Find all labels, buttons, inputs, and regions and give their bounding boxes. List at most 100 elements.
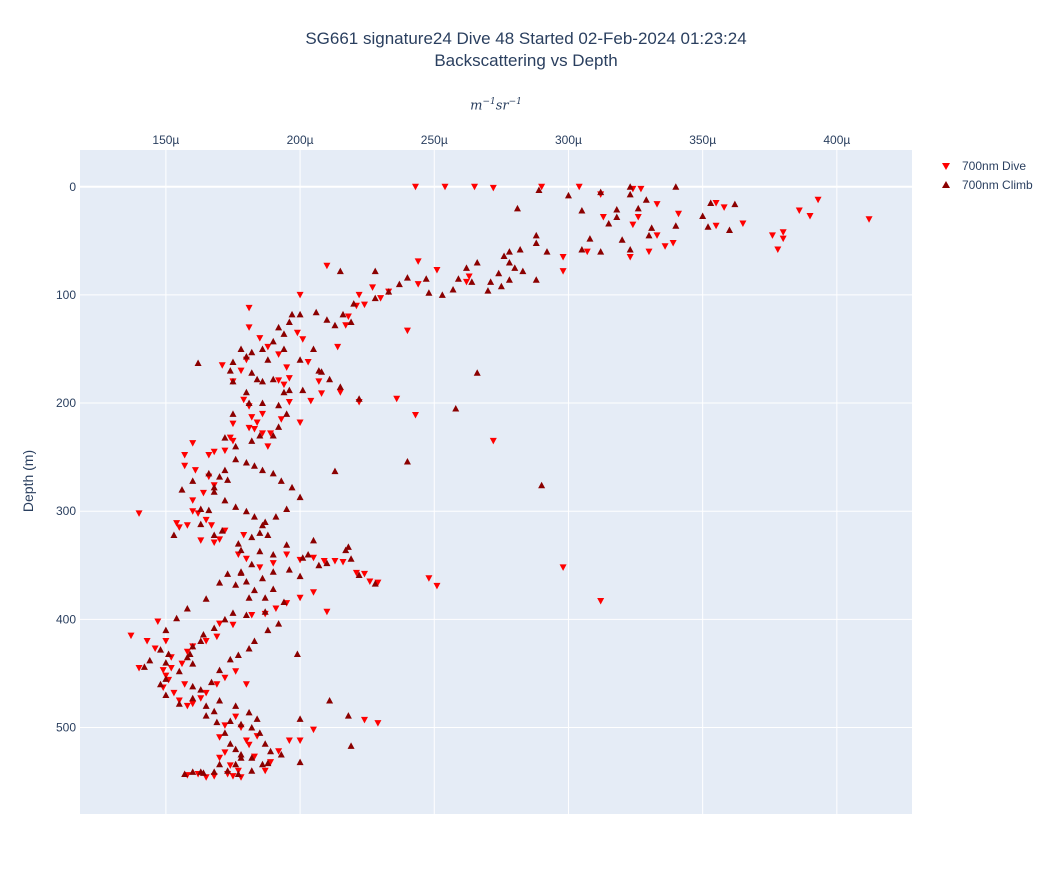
dive-data-point bbox=[189, 497, 197, 504]
climb-data-point bbox=[484, 287, 492, 294]
climb-data-point bbox=[248, 369, 256, 376]
dive-data-point bbox=[575, 183, 583, 191]
climb-data-point bbox=[259, 345, 267, 352]
climb-data-point bbox=[173, 614, 181, 622]
dive-data-point bbox=[253, 419, 261, 427]
climb-data-point bbox=[269, 568, 277, 575]
dive-data-point bbox=[559, 564, 567, 571]
dive-data-point bbox=[360, 716, 368, 724]
chart-title-line2: Backscattering vs Depth bbox=[434, 51, 618, 70]
climb-data-point bbox=[205, 506, 213, 514]
climb-data-point bbox=[162, 626, 170, 634]
climb-data-point bbox=[197, 505, 205, 513]
legend-item-dive[interactable]: 700nm Dive bbox=[940, 156, 1033, 175]
climb-data-point bbox=[275, 323, 283, 331]
climb-data-point bbox=[285, 566, 293, 573]
climb-data-point bbox=[226, 717, 234, 724]
climb-data-point bbox=[221, 466, 229, 474]
climb-data-point bbox=[495, 269, 503, 277]
climb-data-point bbox=[229, 609, 237, 616]
dive-data-point bbox=[213, 681, 221, 688]
dive-data-point bbox=[597, 597, 605, 605]
climb-data-point bbox=[248, 754, 256, 761]
y-tick-label: 400 bbox=[56, 612, 76, 626]
dive-data-point bbox=[323, 608, 331, 616]
climb-data-point bbox=[242, 611, 250, 619]
climb-data-point bbox=[626, 190, 634, 198]
dive-data-point bbox=[538, 183, 546, 191]
climb-data-point bbox=[275, 620, 283, 627]
climb-data-point bbox=[208, 678, 216, 686]
climb-data-point bbox=[183, 605, 191, 612]
climb-data-point bbox=[264, 759, 272, 767]
dive-data-point bbox=[489, 437, 497, 445]
dive-data-point bbox=[344, 313, 352, 321]
climb-data-point bbox=[336, 383, 344, 390]
dive-data-point bbox=[307, 397, 315, 405]
dive-data-point bbox=[256, 564, 264, 571]
dive-data-point bbox=[218, 362, 226, 369]
climb-data-point bbox=[326, 375, 334, 383]
climb-data-point bbox=[371, 580, 379, 587]
climb-data-point bbox=[280, 388, 288, 396]
climb-data-point bbox=[422, 275, 430, 282]
climb-data-point bbox=[323, 316, 331, 323]
climb-data-point bbox=[535, 186, 543, 194]
dive-data-point bbox=[229, 437, 237, 445]
climb-data-point bbox=[170, 531, 178, 538]
climb-data-point bbox=[613, 213, 621, 221]
dive-data-point bbox=[280, 381, 288, 389]
dive-data-point bbox=[355, 291, 363, 299]
climb-data-point bbox=[232, 503, 240, 510]
climb-data-point bbox=[202, 595, 210, 602]
dive-data-point bbox=[411, 183, 419, 191]
dive-data-point bbox=[221, 447, 229, 455]
climb-data-point bbox=[202, 702, 210, 709]
climb-data-point bbox=[264, 626, 272, 634]
dive-data-point bbox=[712, 199, 720, 207]
dive-data-point bbox=[248, 414, 256, 421]
climb-data-point bbox=[216, 760, 224, 768]
climb-data-point bbox=[253, 375, 261, 383]
dive-data-point bbox=[259, 430, 267, 437]
climb-data-point bbox=[288, 310, 296, 318]
climb-data-point bbox=[229, 358, 237, 365]
climb-data-point bbox=[454, 275, 462, 282]
climb-data-point bbox=[245, 399, 253, 407]
dive-data-point bbox=[245, 324, 253, 331]
climb-data-point bbox=[323, 559, 331, 567]
climb-data-point bbox=[197, 637, 205, 644]
plot-area bbox=[80, 150, 912, 814]
dive-data-point bbox=[304, 358, 312, 366]
dive-data-point bbox=[414, 258, 422, 265]
climb-data-point bbox=[216, 579, 224, 586]
dive-data-point bbox=[626, 254, 634, 261]
dive-data-point bbox=[221, 674, 229, 682]
dive-data-point bbox=[411, 411, 419, 419]
dive-data-point bbox=[309, 554, 317, 562]
dive-data-point bbox=[197, 537, 205, 544]
climb-data-point bbox=[259, 466, 267, 474]
legend-item-climb[interactable]: 700nm Climb bbox=[940, 175, 1033, 194]
dive-data-point bbox=[414, 281, 422, 288]
dive-data-point bbox=[221, 722, 229, 729]
climb-data-point bbox=[425, 289, 433, 296]
climb-data-point bbox=[326, 696, 334, 704]
dive-data-point bbox=[285, 737, 293, 744]
dive-data-point bbox=[202, 689, 210, 697]
dive-data-point bbox=[173, 520, 181, 527]
dive-data-point bbox=[154, 618, 162, 626]
climb-data-point bbox=[296, 572, 304, 580]
dive-data-point bbox=[264, 443, 272, 450]
climb-data-point bbox=[216, 666, 224, 674]
climb-data-point bbox=[250, 462, 258, 469]
climb-data-point bbox=[500, 252, 508, 259]
climb-data-point bbox=[261, 518, 269, 526]
x-tick-label: 150µ bbox=[152, 133, 179, 147]
dive-data-point bbox=[242, 681, 250, 688]
climb-data-point bbox=[256, 547, 264, 555]
climb-data-point bbox=[497, 282, 505, 290]
dive-data-point bbox=[865, 216, 873, 223]
dive-data-point bbox=[296, 737, 304, 744]
